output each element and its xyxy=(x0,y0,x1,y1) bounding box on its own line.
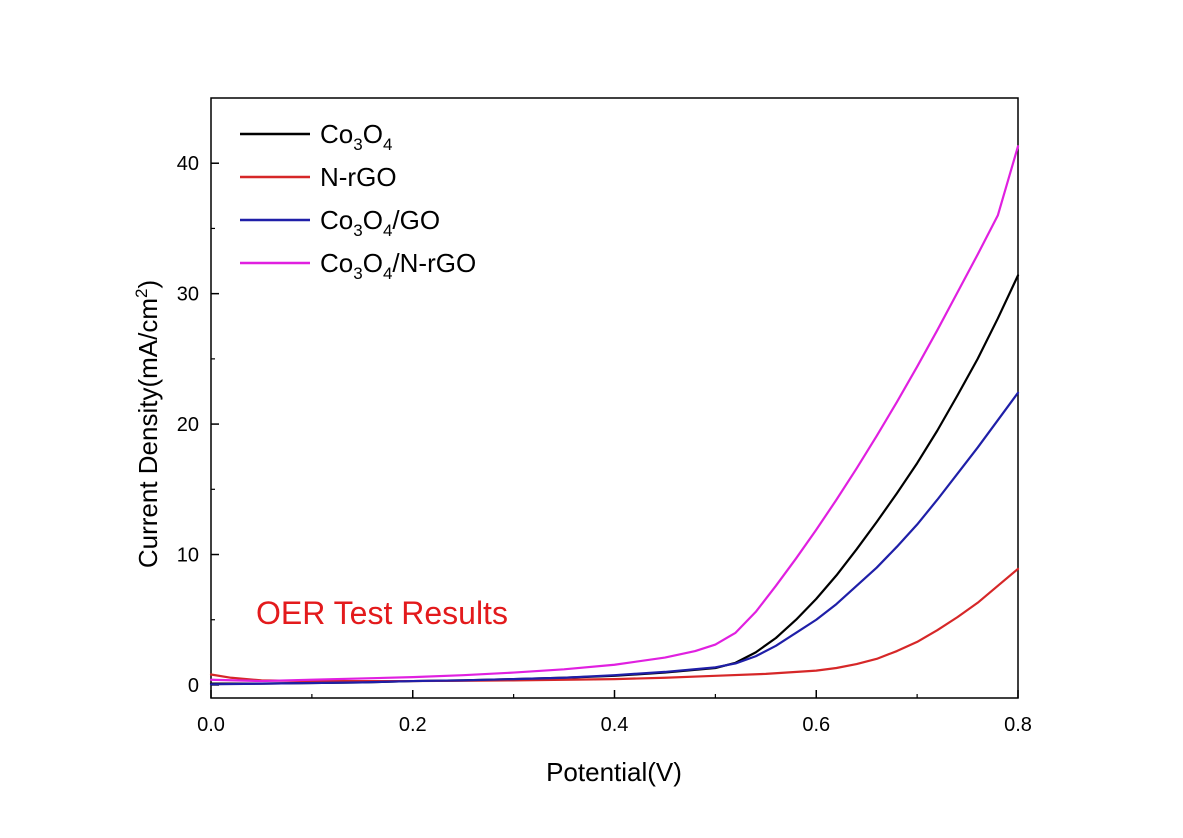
series-layer xyxy=(209,145,1020,686)
x-tick-label: 0.4 xyxy=(601,714,629,736)
legend-label-part: O xyxy=(363,119,383,149)
y-axis-title-sup: 2 xyxy=(132,289,151,298)
legend-label-part: O xyxy=(363,248,383,278)
legend-label-part: 3 xyxy=(353,135,362,154)
legend-label-part: /GO xyxy=(392,205,440,235)
legend-label: N-rGO xyxy=(320,162,397,192)
annotation-text: OER Test Results xyxy=(256,595,508,631)
y-tick-label: 0 xyxy=(188,675,199,697)
legend-label-part: 4 xyxy=(383,221,392,240)
series-line-2 xyxy=(209,391,1020,686)
x-axis-title: Potential(V) xyxy=(546,757,682,787)
x-tick-label: 0.2 xyxy=(399,714,427,736)
y-axis-title-tail: ) xyxy=(133,280,163,289)
legend-label-part: 3 xyxy=(353,221,362,240)
legend-label-part: Co xyxy=(320,248,353,278)
x-tick-label: 0.6 xyxy=(802,714,830,736)
legend-label-part: Co xyxy=(320,205,353,235)
series-line-3 xyxy=(209,145,1020,683)
legend-label: Co3O4/GO xyxy=(320,205,440,240)
legend-label-part: 4 xyxy=(383,135,392,154)
y-tick-label: 30 xyxy=(177,284,199,306)
ticks: 0.0 0.2 0.4 0.6 0.8 0 10 20 30 40 xyxy=(177,153,1032,736)
legend-label-part: 3 xyxy=(353,264,362,283)
x-tick-label: 0.8 xyxy=(1004,714,1032,736)
x-tick-label: 0.0 xyxy=(197,714,225,736)
legend-label-part: Co xyxy=(320,119,353,149)
legend-label-part: /N-rGO xyxy=(392,248,476,278)
y-tick-label: 40 xyxy=(177,153,199,175)
legend-label: Co3O4 xyxy=(320,119,392,154)
y-axis-title: Current Density(mA/cm2) xyxy=(132,280,163,568)
series-line-1 xyxy=(209,567,1020,683)
y-axis-title-main: Current Density(mA/cm xyxy=(133,298,163,568)
legend-label-part: 4 xyxy=(383,264,392,283)
legend-label-part: O xyxy=(363,205,383,235)
legend-label-part: N-rGO xyxy=(320,162,397,192)
legend-label: Co3O4/N-rGO xyxy=(320,248,476,283)
y-tick-label: 20 xyxy=(177,414,199,436)
y-tick-label: 10 xyxy=(177,545,199,567)
